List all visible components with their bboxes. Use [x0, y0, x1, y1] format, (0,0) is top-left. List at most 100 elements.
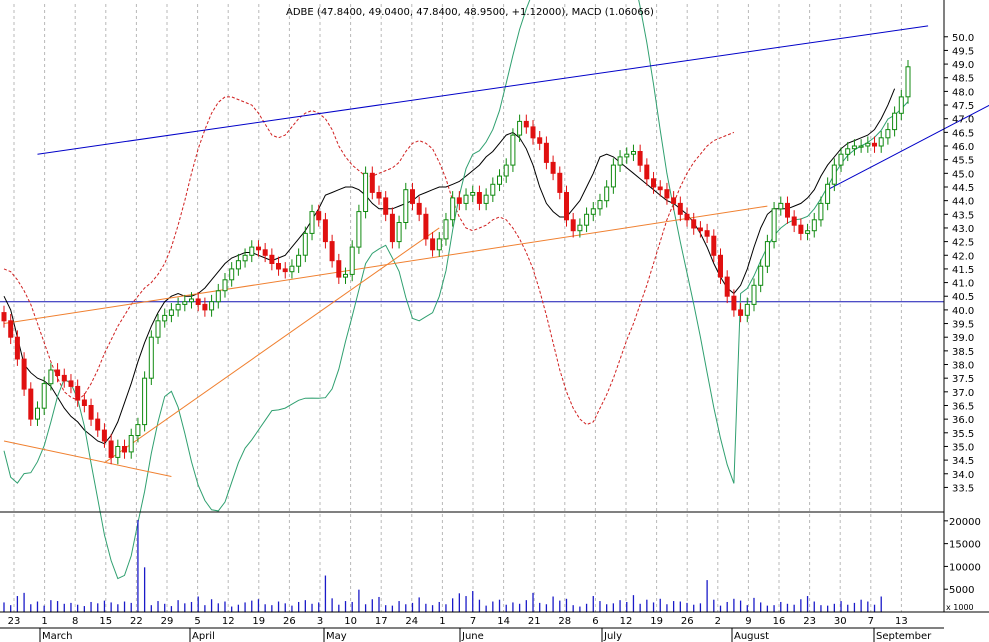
day-label: 7: [470, 616, 476, 627]
candle-body: [108, 440, 114, 458]
candle-body: [135, 424, 141, 437]
candle-body: [88, 405, 94, 420]
candle-body: [631, 151, 636, 155]
candle-body: [309, 211, 315, 234]
trend-line: [104, 227, 440, 464]
candle-body: [202, 303, 208, 311]
moving-average-line: [3, 88, 896, 445]
price-tick-label: 43.5: [952, 210, 974, 221]
month-label: May: [326, 631, 347, 642]
trend-line: [3, 440, 172, 477]
candle-body: [450, 197, 456, 221]
candle-body: [584, 213, 590, 226]
candle-body: [597, 200, 603, 210]
candle-body: [75, 385, 81, 401]
candle-body: [858, 145, 864, 148]
candle-body: [61, 374, 67, 382]
day-label: 1: [41, 616, 47, 627]
volume-axis: 5000 10000 15000 20000 x 1000: [944, 517, 981, 612]
candles: [1, 59, 911, 465]
candle-body: [503, 164, 509, 177]
price-tick-label: 46.5: [952, 128, 974, 139]
month-label: April: [192, 631, 215, 642]
day-label: 30: [834, 616, 847, 627]
grid: [13, 4, 902, 612]
candle-body: [302, 232, 308, 256]
candle-body: [430, 238, 436, 251]
candle-body: [289, 265, 295, 273]
candle-body: [738, 309, 744, 316]
candle-body: [677, 202, 683, 215]
volume-tick-label: 15000: [949, 540, 981, 551]
day-label: 7: [868, 616, 874, 627]
candle-body: [410, 189, 415, 204]
candle-body: [269, 254, 275, 265]
price-tick-label: 40.5: [952, 292, 974, 303]
candle-body: [168, 309, 174, 316]
candle-body: [637, 151, 643, 166]
candle-body: [483, 194, 489, 204]
chart-title: ADBE (47.8400, 49.0400, 47.8400, 48.9500…: [286, 7, 654, 18]
price-tick-label: 42.0: [952, 251, 974, 262]
candle-body: [831, 164, 837, 185]
price-tick-label: 42.5: [952, 238, 974, 249]
candle-body: [28, 388, 34, 420]
price-tick-label: 39.5: [952, 320, 974, 331]
day-label: 15: [99, 616, 112, 627]
price-tick-label: 37.0: [952, 388, 974, 399]
day-label: 12: [620, 616, 633, 627]
candle-body: [878, 137, 884, 147]
candle-body: [189, 298, 194, 303]
candle-body: [242, 254, 248, 262]
trend-line: [37, 25, 929, 155]
candle-body: [771, 208, 777, 243]
price-tick-label: 47.5: [952, 101, 974, 112]
candle-body: [463, 194, 469, 204]
candle-body: [610, 164, 616, 188]
candle-body: [235, 260, 241, 270]
candle-body: [845, 148, 851, 155]
candle-body: [262, 249, 268, 256]
candle-body: [785, 202, 790, 218]
candle-body: [8, 320, 14, 338]
trend-line: [3, 205, 768, 325]
candle-body: [624, 153, 630, 158]
candle-body: [21, 358, 27, 390]
candle-body: [343, 273, 348, 278]
price-tick-label: 36.0: [952, 415, 974, 426]
candle-body: [791, 216, 797, 226]
price-tick-label: 41.0: [952, 279, 974, 290]
day-label: 19: [252, 616, 265, 627]
candle-body: [222, 279, 228, 292]
candle-body: [122, 446, 127, 453]
candle-body: [215, 290, 221, 303]
candle-body: [644, 164, 650, 180]
price-tick-label: 38.0: [952, 361, 974, 372]
candle-body: [664, 189, 670, 199]
band-line: [3, 0, 909, 580]
candle-body: [336, 260, 342, 278]
candle-body: [865, 142, 871, 147]
candle-body: [671, 197, 677, 204]
candle-body: [825, 183, 831, 204]
day-label: 19: [650, 616, 663, 627]
price-tick-label: 45.5: [952, 156, 974, 167]
day-label: 3: [317, 616, 323, 627]
day-label: 12: [222, 616, 235, 627]
day-label: 8: [72, 616, 78, 627]
candle-body: [128, 435, 134, 453]
candle-body: [55, 369, 61, 376]
day-label: 6: [592, 616, 598, 627]
candle-body: [490, 183, 496, 196]
candle-body: [684, 213, 690, 221]
candle-body: [497, 175, 502, 185]
candle-body: [811, 219, 817, 232]
price-tick-label: 47.0: [952, 115, 974, 126]
day-label: 16: [773, 616, 786, 627]
candle-body: [758, 265, 764, 286]
candle-body: [530, 126, 536, 139]
candle-body: [229, 268, 235, 281]
day-label: 24: [405, 616, 418, 627]
price-tick-label: 34.5: [952, 456, 974, 467]
candle-body: [657, 186, 663, 191]
